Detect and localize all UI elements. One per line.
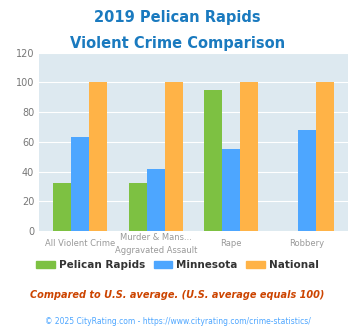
Text: Violent Crime Comparison: Violent Crime Comparison [70,36,285,51]
Text: Compared to U.S. average. (U.S. average equals 100): Compared to U.S. average. (U.S. average … [30,290,325,300]
Bar [165,82,183,231]
Bar [240,82,258,231]
Bar [71,137,89,231]
Bar [316,82,334,231]
Text: All Violent Crime: All Violent Crime [45,239,115,248]
Text: 2019 Pelican Rapids: 2019 Pelican Rapids [94,10,261,25]
Text: Rape: Rape [220,239,242,248]
Bar [53,183,71,231]
Bar [147,169,165,231]
Text: © 2025 CityRating.com - https://www.cityrating.com/crime-statistics/: © 2025 CityRating.com - https://www.city… [45,317,310,326]
Text: Aggravated Assault: Aggravated Assault [115,246,197,255]
Text: Murder & Mans...: Murder & Mans... [120,233,192,242]
Text: Robbery: Robbery [289,239,324,248]
Bar [204,90,222,231]
Bar [297,130,316,231]
Legend: Pelican Rapids, Minnesota, National: Pelican Rapids, Minnesota, National [32,256,323,274]
Bar [89,82,108,231]
Bar [222,149,240,231]
Bar [129,183,147,231]
